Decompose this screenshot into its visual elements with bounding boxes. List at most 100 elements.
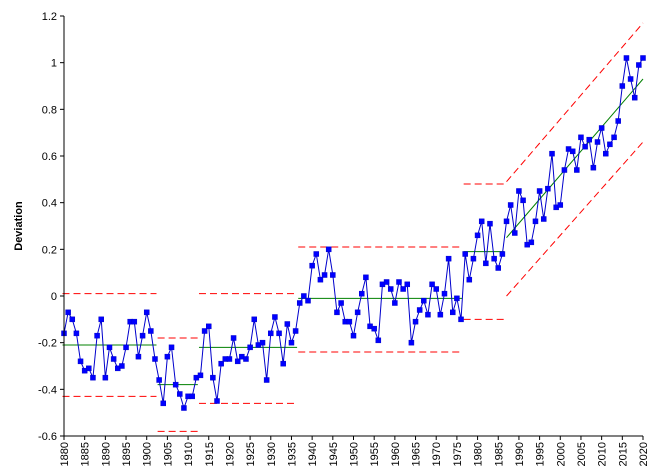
data-point	[218, 360, 224, 367]
data-point	[181, 405, 187, 411]
data-point	[139, 332, 146, 339]
x-tick-label: 1920	[224, 442, 236, 466]
data-point	[65, 309, 71, 316]
x-tick-label: 1985	[493, 442, 505, 466]
data-point	[135, 353, 142, 360]
x-tick-label: 1960	[390, 442, 402, 466]
data-point	[313, 251, 320, 257]
data-point	[383, 279, 390, 285]
data-point	[214, 398, 220, 404]
data-point	[607, 141, 613, 148]
data-point	[177, 391, 183, 397]
data-point	[346, 318, 353, 325]
x-tick-label: 1955	[369, 442, 381, 466]
x-tick-label: 2005	[576, 442, 588, 466]
data-point	[94, 332, 100, 339]
data-point	[251, 316, 257, 323]
control-limits	[62, 22, 644, 432]
data-point	[338, 300, 344, 306]
data-point	[276, 330, 282, 337]
data-point	[640, 55, 646, 61]
data-point	[354, 309, 361, 316]
data-point	[507, 202, 514, 208]
data-point	[462, 251, 468, 257]
data-point	[230, 335, 237, 341]
data-point	[412, 318, 419, 325]
data-point	[164, 353, 171, 360]
data-point	[206, 323, 212, 330]
data-point	[143, 309, 150, 316]
data-point	[557, 202, 564, 208]
data-point	[491, 255, 497, 262]
data-point	[433, 286, 439, 292]
data-point	[454, 295, 460, 302]
data-point	[416, 307, 423, 313]
data-point	[210, 374, 216, 381]
data-point	[160, 400, 167, 407]
data-point	[243, 356, 249, 362]
x-tick-label: 1980	[473, 442, 485, 466]
data-point	[466, 276, 473, 283]
data-point	[400, 286, 406, 292]
trend-upper-limit	[506, 22, 644, 182]
data-point	[392, 300, 398, 306]
y-tick-label: 0.2	[42, 244, 57, 256]
x-tick-label: 1990	[514, 442, 526, 466]
data-point	[301, 293, 307, 299]
data-point	[387, 286, 394, 292]
data-point	[263, 377, 270, 383]
data-point	[359, 290, 365, 297]
x-tick-label: 1995	[535, 442, 547, 466]
x-tick-label: 1890	[100, 442, 112, 466]
x-tick-label: 1930	[266, 442, 278, 466]
data-point	[450, 309, 456, 316]
trend-lower-limit	[506, 141, 644, 297]
data-point	[226, 356, 233, 362]
data-point	[272, 314, 278, 320]
y-tick-label: -0.2	[38, 338, 57, 350]
data-point	[408, 339, 415, 346]
data-point	[631, 94, 638, 101]
data-point	[201, 328, 208, 334]
y-tick-label: 1	[51, 58, 57, 70]
data-point	[247, 344, 253, 351]
x-tick-label: 1880	[59, 442, 71, 466]
data-point	[421, 297, 427, 304]
data-point	[445, 255, 452, 262]
x-tick-label: 2020	[638, 442, 650, 466]
data-point	[189, 393, 195, 400]
data-point	[574, 167, 580, 173]
data-point	[325, 246, 332, 253]
x-tick-label: 1925	[245, 442, 257, 466]
data-point	[350, 332, 357, 339]
data-point	[483, 260, 489, 267]
x-tick-label: 1905	[162, 442, 174, 466]
y-tick-label: 0.4	[42, 198, 57, 210]
data-point	[615, 118, 621, 124]
data-point	[168, 344, 175, 351]
data-point	[516, 188, 522, 194]
data-point	[495, 265, 501, 271]
data-point	[603, 150, 609, 157]
data-point	[532, 218, 539, 225]
data-point	[69, 316, 76, 323]
data-point	[512, 230, 518, 236]
data-point	[487, 220, 493, 227]
series	[61, 55, 646, 411]
data-point	[371, 325, 377, 332]
data-point	[197, 372, 204, 379]
x-tick-label: 1965	[411, 442, 423, 466]
data-point	[598, 125, 605, 131]
data-point	[478, 218, 485, 225]
x-tick-label: 1885	[80, 442, 92, 466]
x-tick-label: 1900	[142, 442, 154, 466]
data-point	[425, 311, 431, 318]
data-point	[636, 62, 642, 68]
data-point	[288, 339, 295, 346]
data-point	[296, 300, 303, 306]
data-point	[234, 358, 241, 365]
data-point	[536, 188, 543, 194]
data-point	[590, 164, 597, 171]
x-tick-label: 2015	[617, 442, 629, 466]
